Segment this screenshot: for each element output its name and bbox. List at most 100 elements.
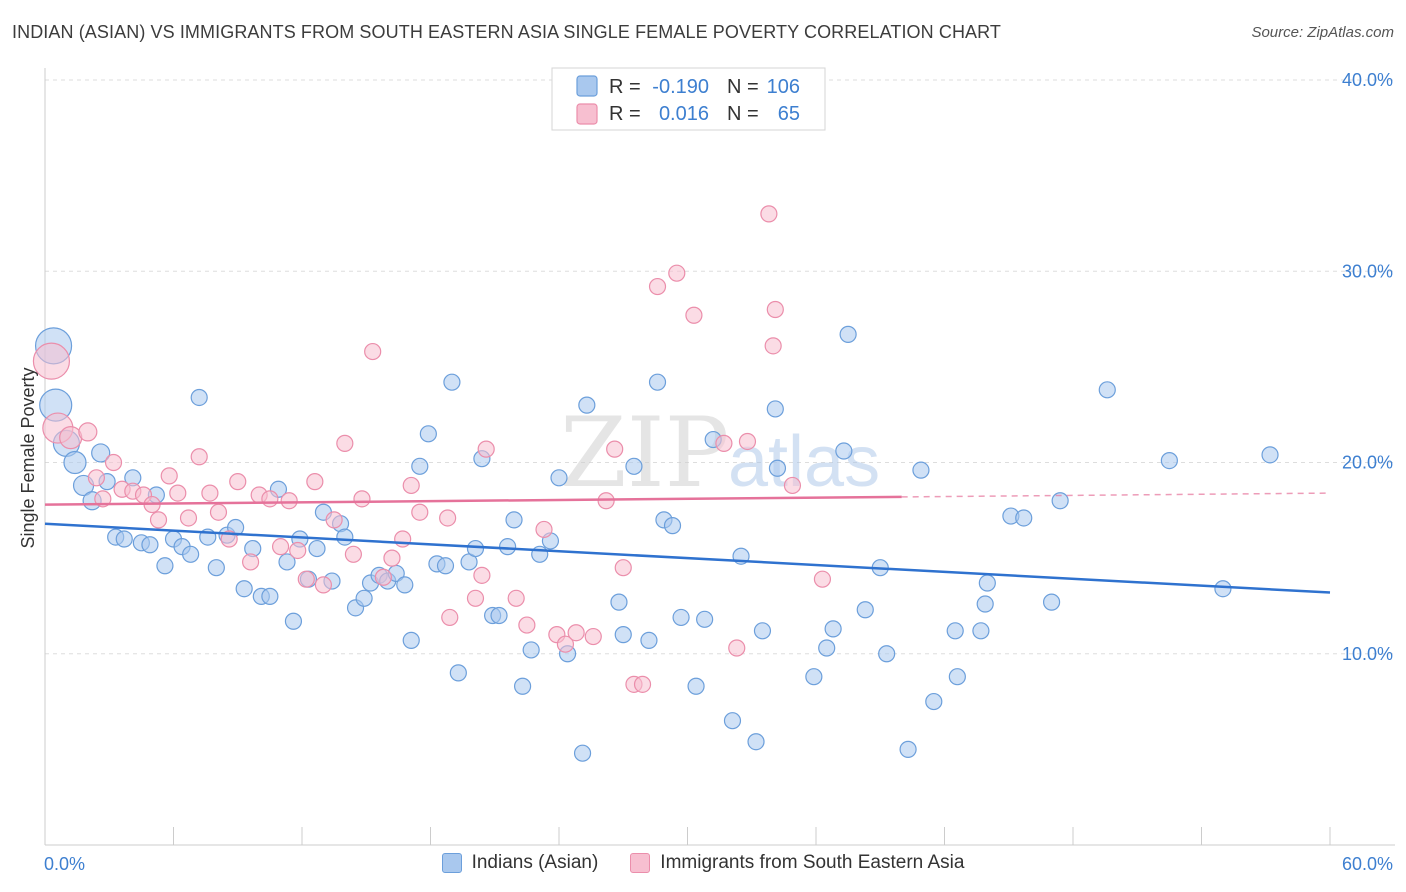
point-indians [1051, 492, 1069, 510]
point-immigrants [325, 511, 343, 529]
point-immigrants [556, 635, 575, 653]
point-indians [824, 620, 842, 638]
point-immigrants [648, 277, 667, 296]
point-indians [355, 589, 373, 607]
point-immigrants [149, 511, 168, 529]
point-indians [443, 373, 461, 391]
point-immigrants [728, 639, 746, 657]
point-indians [115, 530, 133, 548]
point-indians [663, 517, 682, 535]
point-indians [308, 539, 326, 558]
point-indians [1015, 509, 1033, 527]
point-immigrants [439, 509, 457, 527]
point-indians [805, 668, 823, 686]
trend-line-immigrants-extension [901, 492, 1331, 498]
y-axis-label: Single Female Poverty [18, 367, 38, 548]
point-indians [768, 459, 787, 477]
point-indians [91, 443, 111, 463]
point-immigrants [766, 300, 784, 319]
point-indians [723, 712, 742, 730]
point-immigrants [289, 541, 307, 560]
legend-r-label-2: R = [609, 103, 641, 125]
point-immigrants [344, 545, 362, 563]
bottom-legend: Indians (Asian) Immigrants from South Ea… [0, 852, 1406, 874]
legend-n-value-2: 65 [778, 103, 800, 125]
y-tick-label: 40.0% [1342, 70, 1393, 90]
legend-n-value-1: 106 [767, 76, 800, 98]
trend-line-indians [44, 522, 1331, 594]
point-immigrants [441, 608, 459, 627]
point-immigrants [169, 484, 187, 502]
point-indians [235, 580, 253, 598]
point-indians [687, 677, 705, 695]
y-tick-label: 30.0% [1342, 261, 1393, 281]
point-indians [402, 631, 420, 649]
point-immigrants [760, 205, 778, 223]
point-immigrants [229, 473, 247, 491]
point-indians [766, 400, 784, 418]
point-indians [411, 457, 429, 475]
point-immigrants [668, 264, 686, 282]
point-indians [856, 601, 874, 619]
legend-n-label-2: N = [727, 103, 759, 125]
point-immigrants [209, 503, 228, 521]
point-immigrants [715, 434, 733, 452]
point-immigrants [364, 342, 382, 361]
point-immigrants [567, 624, 585, 642]
source-label: Source: ZipAtlas.com [1251, 24, 1394, 41]
point-immigrants [402, 476, 420, 495]
point-indians [747, 733, 765, 751]
point-indians [696, 610, 714, 628]
point-indians [648, 373, 667, 391]
watermark-zip: ZIP [560, 397, 729, 509]
point-indians [946, 622, 964, 640]
point-immigrants [59, 426, 83, 450]
chart-title: INDIAN (ASIAN) VS IMMIGRANTS FROM SOUTH … [12, 22, 1002, 42]
point-indians [625, 457, 643, 475]
point-indians [972, 622, 990, 640]
point-indians [925, 692, 943, 711]
point-indians [63, 450, 87, 475]
point-immigrants [201, 484, 219, 502]
point-immigrants [614, 559, 632, 577]
point-indians [818, 639, 836, 657]
point-immigrants [78, 422, 98, 442]
point-indians [490, 606, 508, 625]
point-immigrants [179, 509, 198, 527]
point-immigrants [306, 473, 324, 491]
bottom-legend-label-indians: Indians (Asian) [471, 852, 599, 873]
point-indians [419, 425, 437, 443]
legend-n-label-1: N = [727, 76, 759, 98]
point-immigrants [87, 469, 106, 487]
point-immigrants [813, 570, 832, 588]
legend-swatch-blue [576, 75, 598, 97]
point-indians [976, 595, 994, 613]
point-indians [1160, 451, 1178, 470]
point-indians [978, 574, 996, 592]
x-tick-label-max: 60.0% [1342, 854, 1393, 874]
y-tick-label: 20.0% [1342, 453, 1393, 473]
point-immigrants [633, 675, 652, 693]
point-indians [190, 388, 208, 407]
point-indians [513, 677, 532, 695]
point-indians [573, 744, 592, 762]
tick-labels: 10.0% 20.0% 30.0% 40.0% 0.0% 60.0% [44, 70, 1393, 874]
point-indians [207, 559, 225, 577]
trend-lines [44, 492, 1331, 594]
point-immigrants [477, 440, 495, 458]
point-indians [278, 553, 296, 571]
point-immigrants [383, 549, 401, 567]
point-immigrants [584, 627, 602, 646]
point-indians [156, 557, 174, 575]
point-indians [899, 740, 917, 758]
point-indians [182, 545, 200, 563]
point-immigrants [606, 440, 624, 458]
legend-r-value-1: -0.190 [652, 76, 709, 98]
legend-r-value-2: 0.016 [659, 103, 709, 125]
point-indians [1261, 446, 1279, 464]
point-immigrants [261, 490, 279, 508]
point-indians [522, 641, 540, 659]
point-indians [578, 396, 596, 414]
legend-swatch-pink [576, 103, 598, 125]
